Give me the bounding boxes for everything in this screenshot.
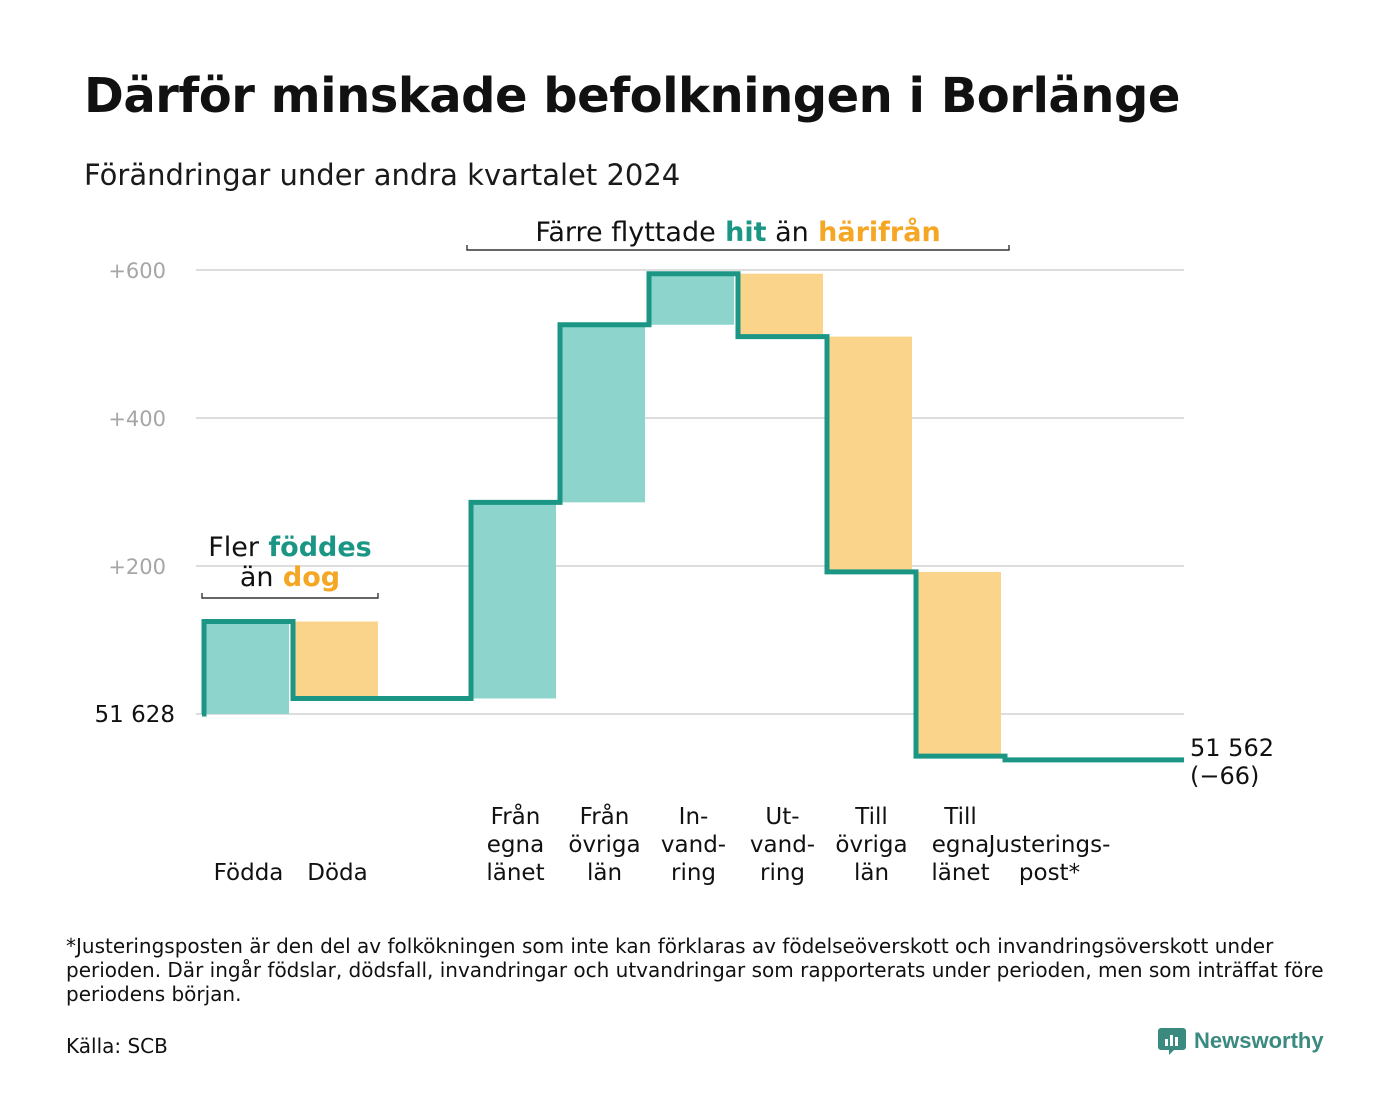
bar-frånövrigalän	[560, 324, 645, 503]
category-label: länet	[931, 860, 989, 886]
end-change-label: (−66)	[1190, 762, 1259, 790]
category-label: ring	[671, 860, 716, 886]
chart-subtitle: Förändringar under andra kvartalet 2024	[84, 158, 681, 192]
category-label: vand-	[750, 832, 815, 858]
bar-utvandring	[738, 273, 823, 337]
category-label: övriga	[835, 832, 907, 858]
bar-invandring	[649, 273, 734, 325]
category-label: Från	[491, 802, 541, 830]
category-label: övriga	[568, 832, 640, 858]
category-label: Ut-	[765, 804, 799, 830]
annotation-migration-bracket	[466, 245, 1010, 251]
brand-name: Newsworthy	[1194, 1028, 1324, 1053]
category-label: egna	[487, 832, 544, 858]
category-label: Justerings-	[987, 832, 1111, 858]
end-value-label: 51 562	[1190, 734, 1274, 762]
category-label: län	[854, 860, 889, 886]
y-tick-label: +200	[108, 555, 166, 579]
bar-tillövrigalän	[827, 336, 912, 572]
cumulative-step-line	[201, 271, 1184, 763]
category-label: post*	[1019, 860, 1080, 886]
category-label: In-	[679, 804, 709, 830]
start-value-label: 51 628	[95, 702, 175, 728]
bar-döda	[293, 621, 378, 699]
annotation-migration: Färre flyttade hit än härifrån	[535, 216, 940, 248]
category-label: Från	[580, 802, 630, 830]
category-label: Födda	[214, 860, 284, 886]
category-label: vand-	[661, 832, 726, 858]
y-tick-label: +600	[108, 259, 166, 283]
annotation-births-line2: än dog	[240, 562, 340, 593]
chart-title: Därför minskade befolkningen i Borlänge	[84, 68, 1180, 124]
annotation-births-bracket	[201, 593, 379, 599]
bar-frånegnalänet	[471, 502, 556, 699]
category-label: egna	[932, 832, 989, 858]
brand-logo: Newsworthy	[1158, 1026, 1324, 1056]
source-label: Källa: SCB	[66, 1034, 168, 1058]
category-label: Till	[943, 804, 977, 830]
category-label: länet	[486, 860, 544, 886]
category-label: Döda	[307, 860, 367, 886]
annotation-births-line1: Fler föddes	[208, 532, 371, 563]
bar-tillegnalänet	[916, 571, 1001, 757]
y-tick-label: +400	[108, 407, 166, 431]
category-label: Till	[854, 804, 888, 830]
footnote: *Justeringsposten är den del av folkökni…	[66, 934, 1324, 1006]
category-label: län	[587, 860, 622, 886]
bar-födda	[204, 621, 289, 714]
category-label: ring	[760, 860, 805, 886]
newsworthy-chart-bubble-icon	[1158, 1028, 1186, 1055]
